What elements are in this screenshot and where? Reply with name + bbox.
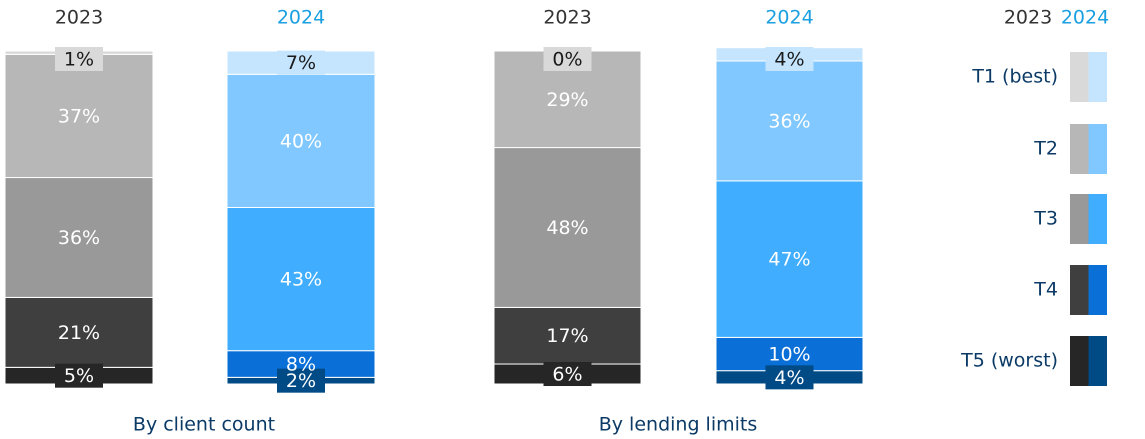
label-box <box>277 368 325 393</box>
value-label: 29% <box>546 89 588 111</box>
value-label: 37% <box>58 105 100 127</box>
year-label: 2023 <box>543 7 591 29</box>
label-box <box>543 362 592 387</box>
value-label: 1% <box>64 49 94 71</box>
legend-swatch <box>1088 124 1107 174</box>
bar-segment <box>4 53 154 179</box>
value-label: 10% <box>768 344 810 366</box>
legend-header: 2024 <box>1061 7 1109 29</box>
value-label: 17% <box>546 325 588 347</box>
value-label: 36% <box>768 110 810 132</box>
chart-subtitle: By client count <box>133 414 275 436</box>
legend-label: T4 <box>1033 279 1058 301</box>
legend-swatch <box>1070 194 1089 244</box>
bar-segment <box>715 60 864 182</box>
legend-label: T3 <box>1033 208 1058 230</box>
legend-swatch <box>1088 336 1107 386</box>
value-label: 48% <box>546 217 588 239</box>
year-label: 2023 <box>55 7 103 29</box>
bar-segment <box>493 306 642 365</box>
label-box <box>55 363 103 388</box>
legend-label: T1 (best) <box>971 66 1058 88</box>
chart-subtitle: By lending limits <box>599 414 758 436</box>
value-label: 8% <box>286 354 316 376</box>
bar-segment <box>4 296 154 368</box>
legend-swatch <box>1070 265 1089 315</box>
legend-swatch <box>1070 336 1089 386</box>
label-box <box>55 47 103 71</box>
value-label: 0% <box>552 49 582 71</box>
label-box <box>277 50 325 75</box>
legend-label: T2 <box>1033 138 1058 160</box>
year-label: 2024 <box>277 7 325 29</box>
value-label: 36% <box>58 227 100 249</box>
legend-swatch <box>1070 124 1089 174</box>
label-box <box>765 365 814 390</box>
legend-swatch <box>1070 52 1089 102</box>
value-label: 47% <box>768 249 810 271</box>
bar-segment <box>715 180 864 338</box>
value-label: 4% <box>774 49 804 71</box>
value-label: 21% <box>58 322 100 344</box>
value-label: 4% <box>774 367 804 389</box>
year-label: 2024 <box>765 7 813 29</box>
value-label: 2% <box>286 370 316 392</box>
legend-label: T5 (worst) <box>960 350 1058 372</box>
value-label: 43% <box>280 269 322 291</box>
value-label: 5% <box>64 365 94 387</box>
legend-swatch <box>1088 52 1107 102</box>
legend-swatch <box>1088 194 1107 244</box>
bar-segment <box>715 336 864 372</box>
value-label: 6% <box>552 364 582 386</box>
legend-swatch <box>1088 265 1107 315</box>
value-label: 40% <box>280 130 322 152</box>
label-box <box>765 47 814 71</box>
bar-segment <box>226 207 376 352</box>
legend-header: 2023 <box>1004 7 1052 29</box>
value-label: 7% <box>286 52 316 74</box>
label-box <box>543 47 592 71</box>
